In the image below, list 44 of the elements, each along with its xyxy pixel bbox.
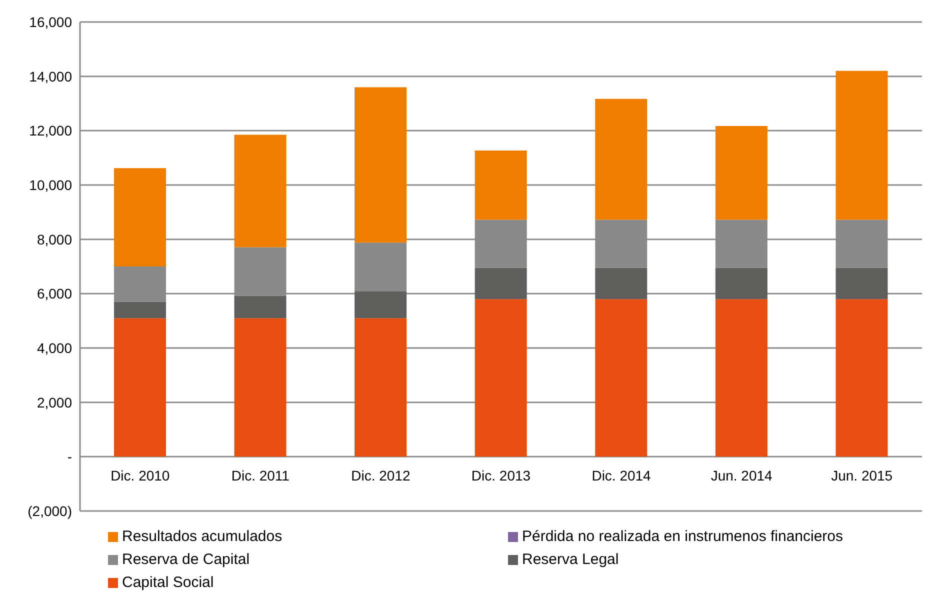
bar	[474, 299, 527, 457]
x-tick-label: Dic. 2013	[471, 468, 531, 484]
bar	[114, 318, 166, 457]
y-tick-label: 4,000	[36, 340, 72, 356]
y-tick-label: 8,000	[36, 231, 72, 248]
bar	[595, 299, 648, 457]
bar	[836, 70, 888, 220]
x-tick-label: Dic. 2012	[351, 468, 410, 484]
bar	[474, 150, 527, 220]
bar	[114, 302, 166, 318]
x-tick-label: Dic. 2011	[231, 468, 290, 484]
bar	[836, 299, 888, 457]
bar	[114, 168, 166, 266]
y-tick-label: 10,000	[29, 176, 72, 193]
x-tick-label: Jun. 2015	[831, 468, 893, 484]
y-tick-label: -	[67, 448, 72, 465]
bar	[354, 87, 407, 243]
bar	[234, 134, 286, 248]
y-tick-label: 16,000	[29, 14, 72, 30]
bar	[354, 242, 407, 292]
y-tick-label: (2,000)	[28, 502, 72, 519]
y-tick-label: 12,000	[29, 122, 72, 139]
x-tick-label: Dic. 2014	[592, 468, 652, 484]
y-tick-label: 14,000	[29, 68, 72, 84]
bar	[354, 318, 407, 457]
bar	[715, 126, 768, 220]
bar	[715, 268, 768, 300]
legend-label: Capital Social	[122, 574, 214, 591]
bar	[595, 98, 648, 220]
bar	[595, 268, 648, 300]
bar	[836, 268, 888, 300]
x-tick-label: Jun. 2014	[710, 468, 773, 484]
x-tick-label: Dic. 2010	[110, 468, 170, 484]
bar	[234, 318, 286, 457]
bar	[354, 291, 407, 318]
legend-label: Reserva Legal	[522, 551, 619, 568]
legend-label: Pérdida no realizada en instrumenos financieros	[522, 528, 844, 545]
bar	[715, 299, 768, 457]
bar	[234, 296, 286, 318]
legend-label: Resultados acumulados	[122, 528, 282, 545]
legend-label: Reserva de Capital	[122, 551, 250, 568]
y-tick-label: 2,000	[36, 394, 72, 410]
bar	[474, 268, 527, 300]
y-tick-label: 6,000	[36, 286, 72, 302]
